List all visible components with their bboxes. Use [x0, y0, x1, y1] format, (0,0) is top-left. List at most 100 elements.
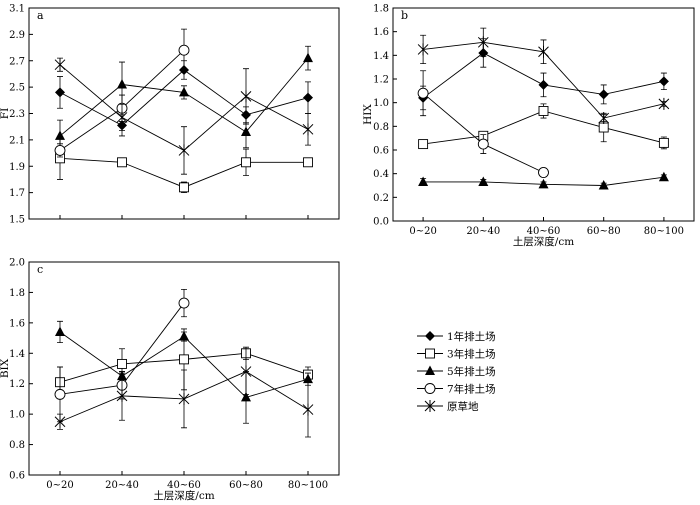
y-tick-label: 1.0 [9, 410, 25, 421]
data-point-shape [178, 297, 190, 309]
y-tick-label: 1.8 [373, 4, 389, 15]
legend-marker [425, 365, 435, 375]
legend-item: 原草地 [417, 400, 479, 413]
y-tick-label: 1.4 [373, 51, 389, 62]
data-point-shape [302, 123, 314, 136]
x-tick-label: 60~80 [587, 226, 621, 237]
data-point-shape [55, 326, 65, 336]
x-tick-label: 0~20 [46, 480, 73, 491]
data-point-shape [241, 391, 251, 402]
x-tick-label: 80~100 [288, 480, 328, 491]
data-point-shape [54, 58, 66, 71]
legend-marker [424, 383, 436, 394]
data-point [477, 36, 489, 49]
data-point [55, 326, 65, 336]
data-point-shape [54, 144, 66, 156]
y-tick-label: 1.7 [9, 188, 25, 199]
legend-label: 3年排土场 [447, 348, 496, 361]
data-point [658, 137, 669, 148]
chart-panel-b: b 0.0 0.2 0.4 0.6 0.8 1.0 1.2 1.4 1.6 1.8 0~20 20~40… [362, 4, 695, 248]
data-point-shape [179, 182, 189, 193]
data-point [598, 180, 609, 190]
x-axis-title: 土层深度/cm [513, 235, 574, 248]
data-point-shape [117, 358, 127, 369]
data-point-shape [178, 144, 190, 157]
data-point [55, 130, 65, 140]
data-point [598, 112, 610, 125]
data-point-shape [179, 354, 189, 365]
data-point-shape [538, 79, 549, 90]
data-point-shape [117, 78, 127, 89]
data-point-shape [240, 90, 252, 103]
data-point-shape [417, 87, 429, 99]
legend-item: 7年排土场 [417, 383, 496, 396]
data-point-shape [658, 97, 670, 110]
legend-item: 5年排土场 [417, 365, 496, 378]
data-point [179, 354, 189, 365]
y-tick-label: 2.1 [9, 135, 25, 146]
x-tick-label: 0~20 [409, 226, 436, 237]
legend-marker-shape [425, 365, 435, 375]
data-point [303, 92, 313, 103]
data-point [303, 373, 313, 384]
y-tick-label: 3.1 [9, 4, 25, 15]
y-tick-label: 2.3 [9, 109, 25, 120]
data-point [116, 389, 128, 402]
data-point-shape [178, 392, 190, 405]
data-point [658, 76, 669, 87]
legend-marker-shape [424, 383, 436, 394]
legend-marker [425, 348, 435, 359]
data-point [417, 43, 429, 56]
data-point-shape [178, 44, 190, 56]
data-point-shape [55, 130, 65, 140]
legend-marker-shape [424, 400, 436, 412]
panel-letter: a [37, 9, 44, 22]
data-point [55, 87, 65, 98]
data-point [240, 90, 252, 103]
data-point [478, 176, 489, 186]
y-tick-label: 1.9 [9, 162, 25, 173]
data-point-shape [241, 126, 251, 136]
data-point [178, 392, 190, 405]
data-point [598, 89, 609, 100]
legend-item: 3年排土场 [417, 348, 496, 361]
x-axis-title: 土层深度/cm [153, 489, 214, 502]
data-point [117, 78, 127, 89]
x-tick-label: 20~40 [105, 480, 139, 491]
legend-item: 1年排土场 [417, 330, 496, 343]
data-point [303, 52, 313, 63]
legend-label: 原草地 [447, 400, 479, 413]
data-point [240, 365, 252, 378]
data-point-shape [417, 43, 429, 56]
data-point-shape [303, 373, 313, 384]
data-point-shape [303, 92, 313, 103]
data-point [477, 138, 489, 150]
data-point-shape [418, 139, 429, 150]
data-point [117, 157, 127, 168]
data-point [178, 297, 190, 309]
legend-marker-shape [425, 331, 435, 341]
y-tick-label: 0.6 [9, 471, 25, 482]
panel-letter: c [37, 263, 43, 276]
y-tick-label: 1.2 [373, 75, 389, 86]
legend-marker-shape [425, 348, 435, 359]
data-point [116, 111, 128, 124]
series-3 [55, 320, 313, 424]
x-tick-label: 40~60 [167, 480, 201, 491]
data-point [117, 358, 127, 369]
data-point [658, 171, 669, 182]
data-point [302, 123, 314, 136]
x-tick-label: 20~40 [466, 226, 500, 237]
data-point-shape [538, 45, 549, 58]
y-tick-label: 0.0 [373, 217, 389, 228]
data-point [179, 86, 189, 97]
data-point [241, 126, 251, 136]
data-point [598, 122, 609, 133]
panel-letter: b [401, 9, 408, 22]
data-point-shape [538, 167, 549, 178]
data-point-shape [116, 389, 128, 402]
legend-marker [425, 331, 435, 341]
y-tick-label: 1.0 [373, 98, 389, 109]
